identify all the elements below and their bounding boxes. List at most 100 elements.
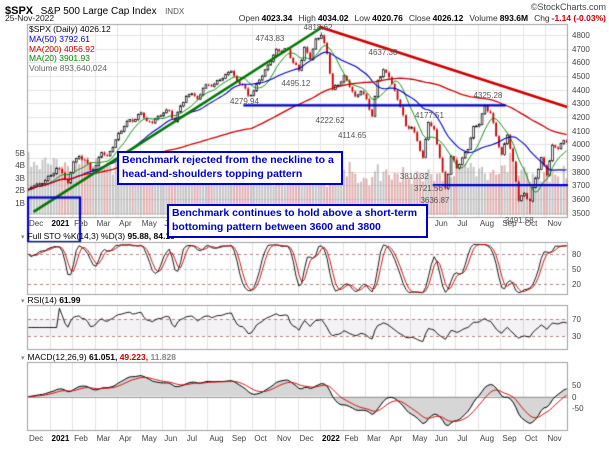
x-axis-label: May [141,219,157,228]
x-axis-label: Sep [502,219,517,228]
x-axis-label-bottom: 2021 [51,434,70,443]
volume-axis-label: 5B [15,149,25,158]
panel-menu-icon[interactable]: ▾ [21,355,25,362]
rsi-panel-label: ▾ RSI(14) 61.99 [21,295,80,305]
macd-label-text: MACD(12,26,9) [27,352,87,362]
x-axis-label-bottom: Jul [457,434,468,443]
quote-label: Chg [534,13,550,23]
x-axis-label: Oct [524,219,538,228]
sto-label: Full STO %K(14,3) %D(3) [27,231,126,241]
x-axis-label-bottom: Aug [479,434,495,443]
x-axis-label: Aug [479,219,495,228]
price-axis-label: 4500 [572,71,590,81]
quote-label: High [298,13,316,23]
price-axis-label: 4800 [572,30,590,40]
panel-menu-icon[interactable]: ▾ [21,298,25,305]
x-axis-label-bottom: 2022 [322,434,340,443]
exchange-tag: INDX [165,7,185,16]
price-axis-label: 3700 [572,181,590,191]
volume-axis-label: 4B [15,161,25,171]
pivot-price-label: 4495.12 [281,78,311,88]
quote-label: Volume [469,13,498,23]
x-axis-label-bottom: Oct [524,434,538,443]
macd-axis-label: -50 [572,403,584,413]
sto-panel-label: ▾ Full STO %K(14,3) %D(3) 95.88, 84.18 [21,231,175,241]
pivot-price-label: 4114.65 [337,130,367,140]
price-axis-label: 4700 [572,44,590,54]
price-axis-label: 3500 [572,208,590,218]
chart-date: 25-Nov-2022 [5,13,55,23]
price-axis-label: 4300 [572,99,590,109]
sto-axis-label: 20 [572,279,581,289]
x-axis-label-bottom: Aug [209,434,224,443]
pivot-price-label: 4325.28 [473,90,503,100]
legend-text: MA(50) 3792.61 [29,33,90,44]
chart-header: $SPX S&P 500 Large Cap Index INDX [5,1,604,19]
panel-menu-icon[interactable]: ▾ [21,234,25,241]
macd-panel-label: ▾ MACD(12,26,9) 61.051, 49.223, 11.828 [21,352,176,362]
x-axis-label-bottom: Apr [119,434,132,443]
quote-value: 4026.12 [432,13,464,23]
pivot-price-label: 3721.56 [413,184,443,194]
x-axis-label: Jul [457,219,468,228]
x-axis-label: Jun [434,219,448,228]
quote-label: Close [408,13,431,23]
legend-text: Volume 893,640,024 [29,63,107,74]
pivot-price-label: 4222.62 [315,115,345,125]
macd-signal-value: 49.223, [119,352,149,362]
x-axis-label-bottom: May [412,434,428,443]
x-axis-label-bottom: Jun [434,434,448,443]
quote-value: 4034.02 [317,13,349,23]
price-axis-label: 3600 [572,194,590,204]
sto-values: 95.88, 84.18 [127,231,175,241]
quote-value: -1.14 (-0.03%) [551,13,606,23]
volume-axis-label: 3B [15,173,25,183]
x-axis-label-bottom: Mar [96,434,111,443]
x-axis-label-bottom: May [141,434,157,443]
volume-axis-label: 1B [15,198,25,208]
annotation-box-neckline: Benchmark rejected from the neckline to … [117,151,343,185]
x-axis-label: Nov [547,219,562,228]
x-axis-label-bottom: Sep [231,434,247,443]
quote-label: Open [238,13,260,23]
symbol: $SPX [5,5,34,17]
x-axis-label: 2021 [51,219,70,228]
pivot-price-label: 3491.58 [504,215,534,225]
x-axis-label-bottom: Dec [299,434,314,443]
rsi-value: 61.99 [59,295,81,305]
volume-axis-label: 2B [15,186,25,196]
pivot-price-label: 4177.51 [415,110,444,120]
legend-item: MA(20) 3901.93 [29,53,111,64]
legend-text: $SPX (Daily) 4026.12 [29,24,111,34]
price-axis-label: 4200 [572,112,590,122]
quote-summary: Open 4023.34 High 4034.02 Low 4020.76 Close 402… [233,13,606,23]
index-name: S&P 500 Large Cap Index [40,6,157,17]
rsi-axis-label: 70 [572,315,581,325]
x-axis-label-bottom: Apr [389,434,403,443]
x-axis-label: Mar [96,219,111,228]
x-axis-label-bottom: Nov [547,434,562,443]
pivot-price-label: 4279.94 [230,96,259,106]
quote-value: 4023.34 [261,13,293,23]
sto-axis-label: 80 [572,249,581,259]
price-axis-label: 4000 [572,140,590,150]
macd-axis-label: 50 [572,381,581,391]
quote-value: 4020.76 [372,13,403,23]
copyright: ©StockCharts.com [530,2,606,12]
x-axis-label-bottom: Nov [276,434,292,443]
legend-item: MA(200) 4056.92 [29,44,111,55]
pivot-price-label: 3636.87 [420,195,450,205]
chart-legend: $SPX (Daily) 4026.12 MA(50) 3792.61 MA(200… [29,24,111,74]
x-axis-label-bottom: Jul [186,434,198,443]
macd-axis-label: 0 [572,392,577,402]
price-axis-label: 4400 [572,85,590,95]
macd-hist-value: 11.828 [150,352,176,362]
pivot-price-label: 4818.62 [303,23,333,33]
price-axis-label: 3800 [572,167,590,177]
x-axis-label-bottom: Mar [367,434,381,443]
pivot-price-label: 4743.83 [255,33,285,43]
price-axis-label: 4100 [572,126,590,136]
x-axis-label: Dec [29,219,44,228]
x-axis-label-bottom: Dec [29,434,44,443]
